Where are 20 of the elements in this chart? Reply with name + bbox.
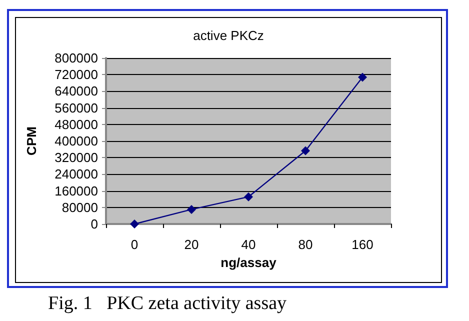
y-tick-label: 400000 xyxy=(54,134,98,148)
y-tick-label: 640000 xyxy=(54,84,98,99)
x-axis-title: ng/assay xyxy=(220,254,278,270)
y-tick-label: 800000 xyxy=(54,50,98,66)
y-tick-label: 160000 xyxy=(54,183,98,198)
y-axis-title: CPM xyxy=(24,126,39,156)
caption: Fig. 1 PKC zeta activity assay xyxy=(48,293,287,315)
y-tick-label: 320000 xyxy=(54,150,98,166)
x-tick-label: 80 xyxy=(298,237,313,252)
y-tick-label: 240000 xyxy=(54,166,98,182)
y-tick-label: 0 xyxy=(90,216,98,232)
y-tick-label: 560000 xyxy=(54,100,98,116)
y-tick-label: 480000 xyxy=(54,116,98,132)
x-tick-label: 40 xyxy=(241,237,256,252)
x-tick-label: 20 xyxy=(184,237,199,252)
y-tick-label: 720000 xyxy=(54,67,98,82)
x-tick-label: 0 xyxy=(130,237,138,252)
chart-title: active PKCz xyxy=(193,28,264,43)
y-tick-label: 80000 xyxy=(62,200,98,215)
x-tick-label: 160 xyxy=(352,237,374,252)
